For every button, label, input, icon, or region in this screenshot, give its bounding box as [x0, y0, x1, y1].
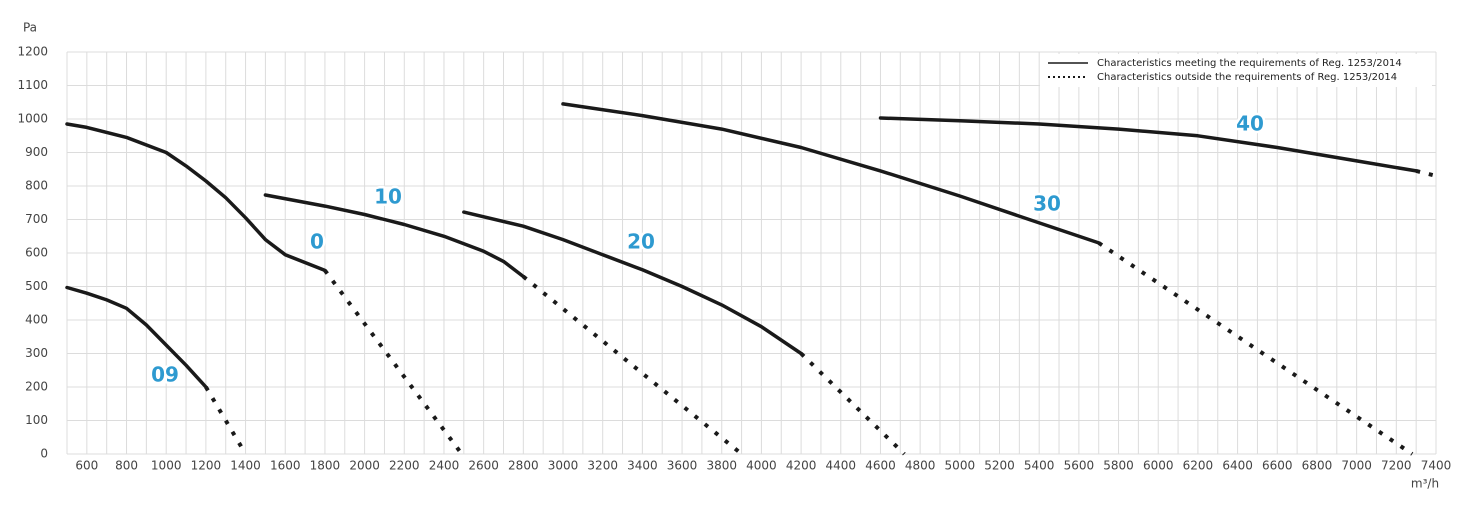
y-tick-label: 600 — [25, 246, 48, 260]
y-tick-label: 1100 — [17, 78, 48, 92]
curve-solid — [878, 116, 1418, 173]
y-tick-label: 200 — [25, 380, 48, 394]
x-tick-label: 1200 — [191, 459, 222, 473]
x-axis-label: m³/h — [1411, 477, 1439, 491]
grid — [66, 51, 1437, 455]
x-tick-label: 7000 — [1341, 459, 1372, 473]
x-tick-label: 6000 — [1143, 459, 1174, 473]
x-tick-label: 4400 — [826, 459, 857, 473]
y-tick-label: 500 — [25, 279, 48, 293]
curve-dotted — [522, 274, 743, 456]
x-tick-label: 3600 — [667, 459, 698, 473]
y-tick-label: 1000 — [17, 112, 48, 126]
x-tick-label: 3200 — [587, 459, 618, 473]
curve-label: 09 — [151, 363, 179, 387]
x-tick-label: 2000 — [349, 459, 380, 473]
curve-label: 20 — [627, 230, 655, 254]
y-tick-label: 400 — [25, 313, 48, 327]
x-tick-label: 5400 — [1024, 459, 1055, 473]
y-tick-label: 800 — [25, 179, 48, 193]
x-tick-label: 3000 — [548, 459, 579, 473]
legend-box — [1040, 54, 1432, 87]
y-tick-label: 1200 — [17, 45, 48, 59]
x-tick-label: 6200 — [1183, 459, 1214, 473]
x-tick-label: 7400 — [1421, 459, 1452, 473]
y-tick-label: 900 — [25, 145, 48, 159]
curve-dotted — [1415, 168, 1437, 178]
legend-label: Characteristics meeting the requirements… — [1097, 58, 1402, 69]
x-tick-label: 3800 — [706, 459, 737, 473]
x-tick-label: 6600 — [1262, 459, 1293, 473]
x-tick-label: 2200 — [389, 459, 420, 473]
x-tick-label: 2800 — [508, 459, 539, 473]
x-tick-label: 2400 — [429, 459, 460, 473]
curve-solid — [263, 193, 526, 279]
x-tick-label: 7200 — [1381, 459, 1412, 473]
x-tick-label: 5000 — [945, 459, 976, 473]
x-tick-label: 4000 — [746, 459, 777, 473]
curve-label: 30 — [1033, 192, 1061, 216]
curve-label: 40 — [1236, 112, 1264, 136]
x-tick-label: 6400 — [1222, 459, 1253, 473]
curve-dotted — [323, 269, 464, 456]
curve-solid — [561, 102, 1101, 245]
curve-dotted — [799, 352, 906, 456]
x-tick-label: 4800 — [905, 459, 936, 473]
x-tick-label: 1800 — [310, 459, 341, 473]
y-tick-label: 700 — [25, 212, 48, 226]
y-tick-label: 300 — [25, 346, 48, 360]
x-tick-label: 5800 — [1103, 459, 1134, 473]
curve-solid — [65, 122, 327, 273]
y-tick-label: 100 — [25, 413, 48, 427]
x-tick-label: 4200 — [786, 459, 817, 473]
y-tick-label: 0 — [40, 447, 48, 461]
x-tick-label: 1400 — [230, 459, 261, 473]
x-tick-label: 1600 — [270, 459, 301, 473]
x-tick-label: 2600 — [468, 459, 499, 473]
x-tick-label: 800 — [115, 459, 138, 473]
curve-dotted — [1097, 241, 1414, 456]
x-tick-label: 4600 — [865, 459, 896, 473]
x-tick-label: 6800 — [1302, 459, 1333, 473]
x-tick-label: 3400 — [627, 459, 658, 473]
x-tick-label: 5200 — [984, 459, 1015, 473]
curve-solid — [65, 285, 208, 389]
legend: Characteristics meeting the requirements… — [1040, 54, 1432, 87]
x-tick-label: 1000 — [151, 459, 182, 473]
x-tick-label: 5600 — [1064, 459, 1095, 473]
curve-solid — [462, 210, 803, 356]
y-axis-label: Pa — [23, 21, 37, 35]
curve-label: 0 — [310, 230, 324, 254]
curve-label: 10 — [374, 185, 402, 209]
x-tick-label: 600 — [75, 459, 98, 473]
legend-label: Characteristics outside the requirements… — [1097, 72, 1397, 83]
